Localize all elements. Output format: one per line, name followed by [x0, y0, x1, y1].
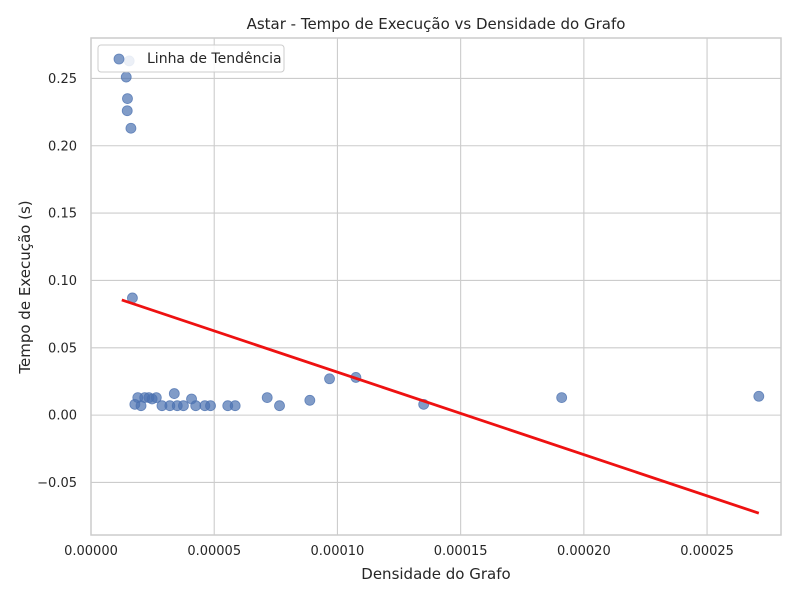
y-tick-label: 0.20 [48, 139, 77, 154]
x-tick-label: 0.00020 [557, 544, 611, 559]
data-point [556, 392, 568, 404]
data-point [168, 388, 180, 399]
data-point [120, 71, 132, 83]
y-tick-label: 0.15 [48, 207, 77, 222]
x-tick-label: 0.00025 [680, 544, 734, 559]
data-point [753, 390, 765, 402]
y-tick-labels: −0.05 0.00 0.05 0.10 0.15 0.20 0.25 [37, 72, 77, 491]
grid [90, 38, 781, 535]
legend-label: Linha de Tendência [147, 51, 282, 67]
data-point [121, 105, 133, 117]
trend-line [121, 298, 760, 515]
data-point [178, 400, 189, 412]
data-points [120, 55, 765, 412]
data-point [122, 93, 133, 105]
x-tick-label: 0.00015 [434, 544, 488, 559]
legend-marker [113, 53, 125, 65]
y-tick-label: −0.05 [37, 476, 77, 491]
y-tick-label: 0.05 [48, 341, 77, 356]
x-tick-labels: 0.00000 0.00005 0.00010 0.00015 0.00020 0.000… [64, 544, 734, 559]
data-point [125, 122, 137, 134]
x-axis-label: Densidade do Grafo [361, 565, 510, 583]
legend: Linha de Tendência [97, 44, 285, 73]
data-point [150, 392, 162, 404]
x-tick-label: 0.00005 [187, 544, 241, 559]
data-point [261, 392, 273, 404]
y-tick-label: 0.00 [48, 409, 77, 424]
y-tick-label: 0.10 [48, 274, 77, 289]
chart-title: Astar - Tempo de Execução vs Densidade d… [247, 15, 626, 33]
plot-frame [90, 37, 782, 536]
legend-box [97, 44, 285, 73]
x-tick-label: 0.00010 [311, 544, 365, 559]
data-point [229, 400, 241, 412]
y-tick-label: 0.25 [48, 72, 77, 87]
data-point [304, 394, 316, 406]
data-point [190, 400, 202, 412]
trend-line-layer [121, 298, 760, 515]
data-point [274, 400, 285, 412]
x-tick-label: 0.00000 [64, 544, 118, 559]
y-axis-label: Tempo de Execução (s) [16, 200, 34, 374]
data-point [324, 373, 335, 385]
data-point [205, 400, 216, 412]
